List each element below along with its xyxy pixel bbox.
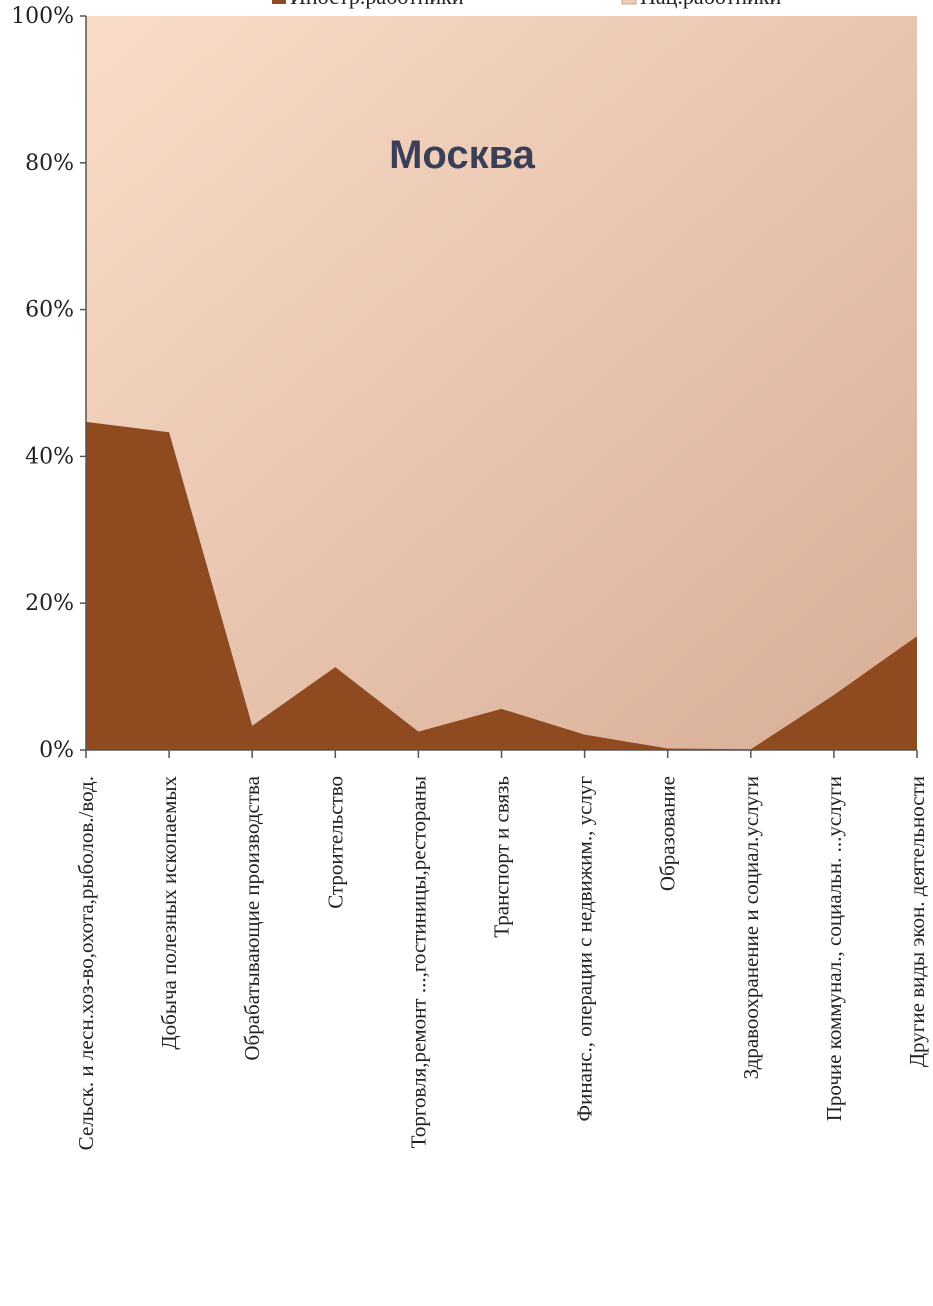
y-tick-label: 100% [11,4,74,29]
chart-title: Москва [389,133,536,177]
y-tick-label: 40% [25,444,74,469]
x-category-label: Строительство [323,776,347,909]
y-tick-label: 80% [25,151,74,176]
legend-swatch-foreign [272,0,286,4]
plot-area [86,16,917,750]
x-category-label: Финанс., операции с недвижим., услуг [573,776,597,1122]
legend-label-national: Нац.работники [640,0,781,9]
x-category-label: Транспорт и связь [490,776,514,938]
x-category-label: Сельск. и лесн.хоз-во,охота,рыболов./вод… [74,776,98,1150]
x-category-label: Обрабатывающие производства [240,775,264,1060]
x-category-label: Образование [656,776,680,891]
x-category-label: Торговля,ремонт ...,гостиницы,рестораны [406,776,430,1148]
x-category-label: Здравоохранение и социал.услуги [739,776,763,1079]
x-category-label: Другие виды экон. деятельности [905,776,929,1067]
series-areas [86,421,917,750]
legend: Иностр.работники Нац.работники [272,0,781,9]
legend-label-foreign: Иностр.работники [290,0,464,9]
x-category-label: Прочие коммунал., социальн. ...услуги [822,776,846,1121]
x-axis-ticks: Сельск. и лесн.хоз-во,охота,рыболов./вод… [74,750,929,1150]
y-tick-label: 60% [25,298,74,323]
y-tick-label: 20% [25,591,74,616]
y-axis-ticks: 0% 20% 40% 60% 80% 100% [11,4,86,763]
y-tick-label: 0% [39,738,74,763]
series-area-foreign [86,421,917,750]
x-category-label: Добыча полезных ископаемых [157,776,181,1050]
legend-swatch-national [621,0,637,5]
